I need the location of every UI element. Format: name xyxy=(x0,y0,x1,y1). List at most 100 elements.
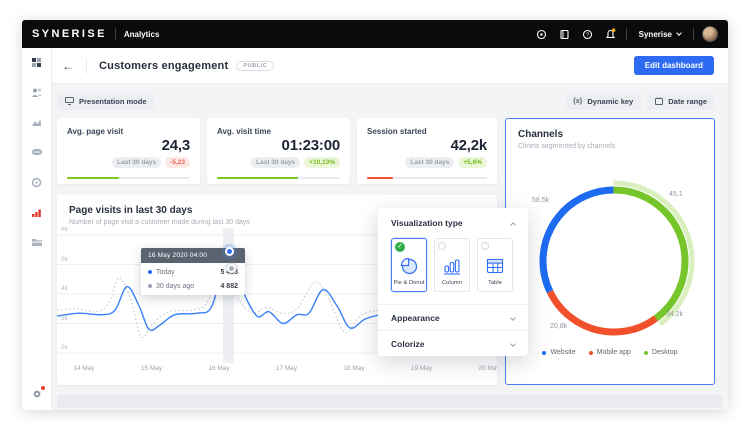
x-tick: 15 May xyxy=(140,365,163,372)
option-label: Table xyxy=(488,280,502,286)
radio-icon xyxy=(438,242,446,250)
channels-panel[interactable]: Channels Clinets segmented by channels 5… xyxy=(505,118,715,385)
donut-value-label: 20,8k xyxy=(550,323,568,330)
topbar-divider xyxy=(693,28,694,40)
x-tick: 20 May xyxy=(478,365,497,372)
kpi-progress-track xyxy=(367,176,487,179)
calendar-icon xyxy=(655,97,664,105)
data-point-marker-today[interactable] xyxy=(226,249,232,255)
option-table[interactable]: Table xyxy=(477,238,513,292)
section-label: Appearance xyxy=(391,312,440,323)
kpi-card-session-started: Session started 42,2k Last 30 days +5,6% xyxy=(357,118,497,184)
target-icon[interactable] xyxy=(534,27,549,42)
legend-item-desktop: Desktop xyxy=(643,349,678,356)
table-icon xyxy=(485,256,505,281)
y-tick: 4k xyxy=(61,285,68,292)
sidebar xyxy=(22,48,52,410)
section-appearance[interactable]: Appearance xyxy=(378,304,528,330)
sidebar-item-audience[interactable] xyxy=(31,86,43,98)
chart-tooltip: 16 May 2020 04:00 Today 5 433 30 days ag… xyxy=(141,248,245,295)
panel-title: Page visits in last 30 days xyxy=(69,205,193,216)
kpi-title: Session started xyxy=(367,127,427,136)
tooltip-row-today: Today 5 433 xyxy=(141,265,245,279)
y-tick: 5k xyxy=(61,255,68,263)
panel-subtitle: Clinets segmented by channels xyxy=(518,143,616,150)
kpi-progress-fill xyxy=(67,176,119,179)
tooltip-header: 16 May 2020 04:00 xyxy=(141,248,245,263)
visualization-options: ✓ Pie & Donut Column xyxy=(378,234,528,304)
sidebar-item-automation[interactable] xyxy=(31,176,43,188)
public-badge: PUBLIC xyxy=(236,60,275,71)
kpi-value: 42,2k xyxy=(450,137,487,154)
kpi-title: Avg. visit time xyxy=(217,127,271,136)
option-pie-donut[interactable]: ✓ Pie & Donut xyxy=(391,238,427,292)
workspace-selector[interactable]: Synerise xyxy=(639,30,682,39)
book-icon[interactable] xyxy=(557,27,572,42)
column-chart-icon xyxy=(442,256,462,281)
dashboard-header: ← Customers engagement PUBLIC Edit dashb… xyxy=(52,48,728,84)
pie-chart-icon xyxy=(399,256,419,281)
chevron-up-icon xyxy=(510,221,516,228)
data-point-marker-30-days-ago[interactable] xyxy=(228,265,234,271)
back-arrow-icon[interactable]: ← xyxy=(62,58,74,73)
option-label: Column xyxy=(442,280,462,286)
app-window: synerise Analytics ? Synerise xyxy=(22,20,728,410)
period-badge: Last 30 days xyxy=(405,157,455,168)
tooltip-row-30-days-ago: 30 days ago 4 882 xyxy=(141,279,245,293)
chart-legend: Website Mobile app Desktop xyxy=(506,349,714,356)
sidebar-item-data[interactable] xyxy=(31,236,43,248)
x-tick: 17 May xyxy=(275,365,298,372)
sidebar-item-dashboard[interactable] xyxy=(31,56,43,68)
chevron-down-icon xyxy=(510,314,516,321)
main-content: ← Customers engagement PUBLIC Edit dashb… xyxy=(52,48,728,410)
option-column[interactable]: Column xyxy=(434,238,470,292)
sidebar-item-analytics[interactable] xyxy=(31,206,43,218)
donut-chart xyxy=(533,180,695,342)
kpi-progress-track xyxy=(67,176,190,179)
x-tick: 16 May xyxy=(208,365,230,372)
series-dot-30-days-ago xyxy=(148,284,152,288)
change-badge: -5,23 xyxy=(165,157,190,168)
topbar: synerise Analytics ? Synerise xyxy=(22,20,728,48)
dynamic-key-icon: {x} xyxy=(573,97,583,105)
donut-value-label: 34,2k xyxy=(666,311,684,318)
tooltip-value: 4 882 xyxy=(220,282,238,290)
sidebar-item-campaigns[interactable] xyxy=(31,116,43,128)
legend-dot xyxy=(643,350,648,355)
presentation-mode-button[interactable]: Presentation mode xyxy=(57,92,155,110)
panel-subtitle: Number of page visit a customer made dur… xyxy=(69,219,250,226)
y-tick: 3k xyxy=(61,314,68,322)
y-tick: 2k xyxy=(61,344,68,351)
donut-value-label: 58,5k xyxy=(532,197,550,204)
sidebar-item-communication[interactable] xyxy=(31,146,43,158)
kpi-value: 24,3 xyxy=(161,137,191,154)
kpi-progress-fill xyxy=(217,176,299,179)
avatar[interactable] xyxy=(702,26,718,42)
dynamic-key-button[interactable]: {x} Dynamic key xyxy=(565,92,642,110)
presentation-mode-label: Presentation mode xyxy=(79,96,147,106)
chevron-down-icon xyxy=(510,340,516,347)
popup-title: Visualization type xyxy=(391,218,463,228)
date-range-button[interactable]: Date range xyxy=(647,92,715,110)
notifications-icon[interactable] xyxy=(603,27,618,42)
edit-dashboard-button[interactable]: Edit dashboard xyxy=(633,56,714,75)
help-icon[interactable]: ? xyxy=(580,27,595,42)
legend-item-website: Website xyxy=(542,349,576,356)
popup-header[interactable]: Visualization type xyxy=(378,208,528,234)
section-colorize[interactable]: Colorize xyxy=(378,330,528,356)
x-tick: 14 May xyxy=(73,365,95,372)
series-dot-today xyxy=(148,270,152,274)
section-label: Colorize xyxy=(391,338,425,349)
legend-dot xyxy=(542,350,547,355)
notification-dot xyxy=(40,386,45,390)
toolbar: Presentation mode {x} Dynamic key Date r… xyxy=(52,84,728,118)
settings-gear-icon[interactable] xyxy=(31,386,45,400)
tooltip-value: 5 433 xyxy=(220,268,238,276)
option-label: Pie & Donut xyxy=(393,280,425,286)
x-tick: 19 May xyxy=(410,365,433,372)
period-badge: Last 30 days xyxy=(112,157,162,168)
change-badge: +5,6% xyxy=(458,157,487,168)
tooltip-label: 30 days ago xyxy=(156,282,195,290)
y-tick: 6k xyxy=(61,226,68,233)
tooltip-label: Today xyxy=(156,268,175,276)
